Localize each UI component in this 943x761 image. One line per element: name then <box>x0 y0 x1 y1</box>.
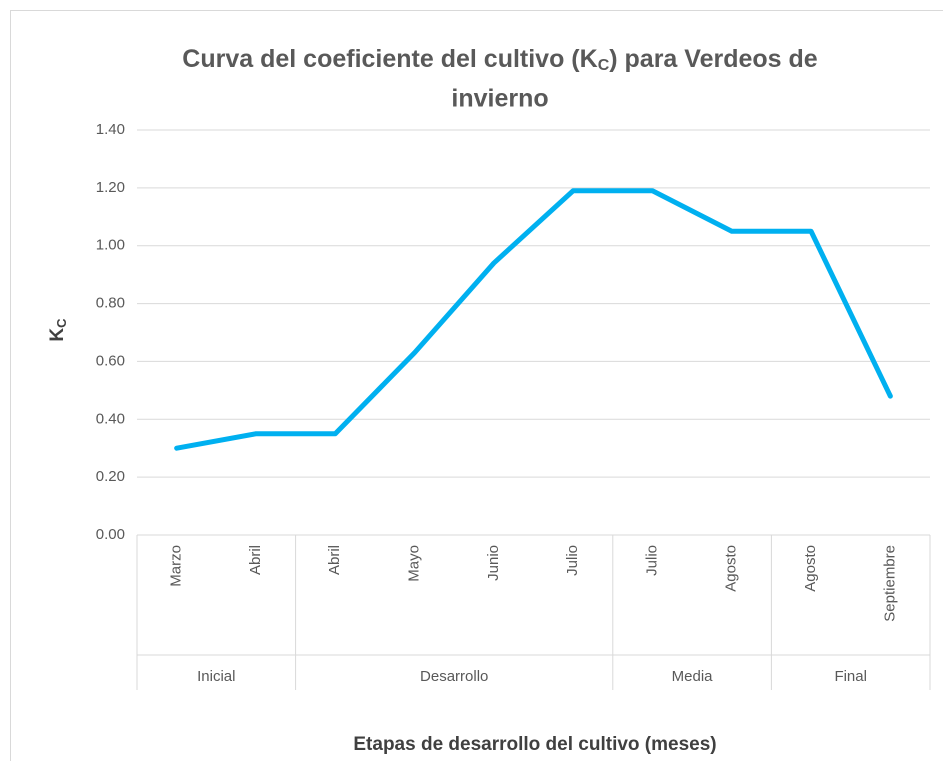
title-text: ) para Verdeos de <box>609 45 818 73</box>
x-tick-label: Julio <box>643 545 660 576</box>
title-subscript: C <box>598 57 610 74</box>
chart-frame <box>10 10 943 761</box>
group-label: Final <box>834 668 867 685</box>
y-tick-label: 1.00 <box>96 237 125 254</box>
group-label: Media <box>672 668 714 685</box>
x-tick-label: Septiembre <box>881 545 898 622</box>
group-label: Desarrollo <box>420 668 488 685</box>
y-label-subscript: C <box>54 318 69 328</box>
x-tick-label: Junio <box>485 545 502 581</box>
data-line <box>174 188 893 451</box>
y-tick-label: 0.20 <box>96 468 125 485</box>
y-axis-label: KC <box>47 318 69 342</box>
chart-title: Curva del coeficiente del cultivo (KC) p… <box>182 45 817 75</box>
x-tick-label: Agosto <box>802 545 819 592</box>
y-tick-label: 0.40 <box>96 410 125 427</box>
title-text: Curva del coeficiente del cultivo (K <box>182 45 597 73</box>
y-tick-label: 1.20 <box>96 179 125 196</box>
y-tick-label: 0.60 <box>96 352 125 369</box>
group-label: Inicial <box>197 668 235 685</box>
y-tick-label: 0.00 <box>96 526 125 543</box>
x-tick-label: Mayo <box>406 545 423 582</box>
x-axis-label: Etapas de desarrollo del cultivo (meses) <box>353 734 716 755</box>
x-tick-label: Marzo <box>168 545 185 587</box>
chart-title: invierno <box>451 85 548 113</box>
y-tick-label: 1.40 <box>96 121 125 138</box>
y-tick-label: 0.80 <box>96 295 125 312</box>
x-tick-label: Abril <box>247 545 264 575</box>
x-tick-label: Agosto <box>723 545 740 592</box>
x-tick-label: Abril <box>326 545 343 575</box>
y-label-text: K <box>47 328 68 342</box>
x-tick-label: Julio <box>564 545 581 576</box>
